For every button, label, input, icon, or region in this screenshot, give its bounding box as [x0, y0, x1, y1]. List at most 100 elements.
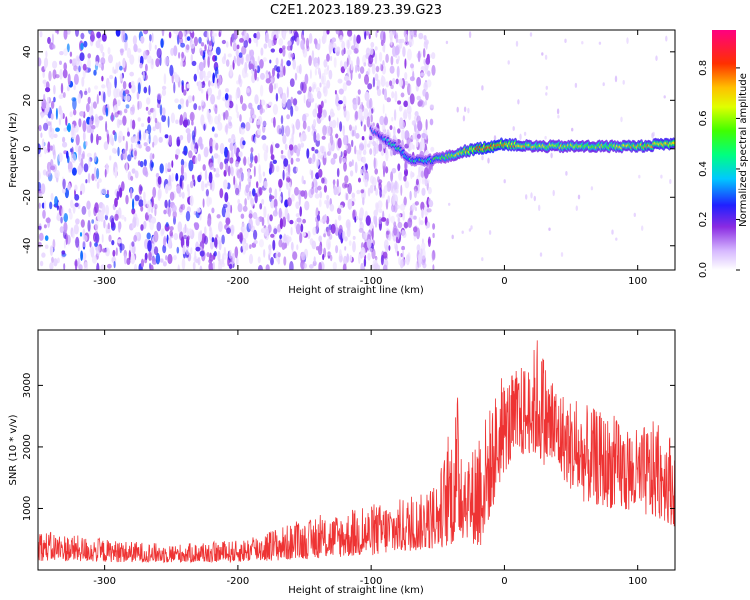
spectrogram-cell	[330, 157, 336, 165]
spectrogram-cell	[67, 73, 71, 86]
spectrogram-cell	[313, 38, 318, 45]
spectrogram-cell	[183, 30, 186, 37]
spectrogram-cell	[660, 174, 663, 179]
spectrogram-cell	[363, 108, 369, 120]
spectrogram-cell	[249, 175, 252, 179]
spectrogram-cell	[94, 85, 99, 90]
spectrogram-cell	[78, 145, 82, 156]
spectrogram-cell	[59, 68, 63, 80]
spectrogram-cell	[622, 80, 625, 85]
spectrogram-cell	[249, 63, 254, 69]
spectrogram-cell	[296, 148, 300, 157]
spectrogram-cell	[60, 82, 64, 94]
spectrogram-cell	[133, 43, 138, 53]
x-tick-label: -200	[227, 276, 250, 287]
spectrogram-cell	[467, 107, 470, 114]
spectrogram-cell	[193, 103, 198, 111]
spectrogram-cell	[463, 106, 467, 113]
spectrogram-cell	[314, 68, 317, 76]
spectrogram-cell	[405, 33, 409, 43]
spectrogram-cell	[77, 93, 82, 104]
spectrogram-cell	[178, 52, 181, 59]
spectrogram-cell	[91, 173, 95, 181]
spectrogram-cell	[83, 261, 88, 270]
spectrogram-cell	[265, 264, 270, 270]
spectrogram-cell	[198, 36, 202, 44]
spectrogram-cell	[203, 123, 206, 131]
spectrogram-cell	[263, 227, 269, 237]
spectrogram-cell	[410, 63, 414, 69]
spectrogram-cell	[273, 83, 277, 90]
spectrogram-cell	[44, 63, 47, 71]
spectrogram-cell	[211, 126, 215, 132]
spectrogram-cell	[112, 66, 115, 74]
spectrogram-cell	[174, 98, 179, 104]
spectrogram-cell	[290, 105, 294, 117]
spectrogram-cell	[180, 164, 184, 176]
spectrogram-cell	[344, 246, 347, 251]
spectrogram-cell	[382, 45, 385, 52]
spectrogram-cell	[209, 137, 214, 149]
x-tick-label: 0	[501, 576, 507, 587]
spectrogram-cell	[354, 145, 357, 155]
spectrogram-cell	[369, 47, 374, 56]
spectrogram-cell	[225, 217, 231, 225]
spectrogram-cell	[577, 194, 581, 200]
spectrogram-cell	[403, 100, 409, 108]
spectrogram-cell	[225, 88, 229, 93]
spectrogram-cell	[133, 263, 138, 270]
spectrogram-cell	[403, 196, 407, 206]
spectrogram-cell	[164, 199, 168, 209]
spectrogram-cell	[307, 230, 311, 240]
spectrogram-cell	[270, 257, 274, 266]
spectrogram-cell	[82, 240, 86, 248]
spectrogram-cell	[390, 84, 394, 90]
spectrogram-cell	[392, 77, 396, 85]
spectrogram-cell	[190, 54, 193, 63]
spectrogram-cell	[89, 241, 92, 248]
spectrogram-cell	[58, 94, 64, 100]
spectrogram-cell	[247, 193, 250, 201]
spectrogram-cell	[289, 78, 295, 87]
spectrogram-cell	[89, 247, 93, 253]
spectrogram-cell	[229, 157, 234, 164]
spectrogram-x-ticks: -300 -200 -100 0 100	[93, 30, 647, 287]
spectrogram-cell	[151, 257, 156, 262]
spectrogram-cell	[214, 55, 218, 62]
spectrogram-cell	[374, 168, 379, 175]
spectrogram-cell	[245, 121, 251, 132]
spectrogram-cell	[294, 186, 299, 196]
spectrogram-cell	[146, 232, 151, 240]
spectrogram-cell	[369, 135, 373, 141]
spectrogram-cell	[376, 30, 379, 33]
spectrogram-cell	[162, 107, 166, 116]
spectrogram-cell	[371, 63, 376, 75]
spectrogram-cell	[229, 64, 233, 77]
spectrogram-cell	[523, 131, 527, 136]
spectrogram-cell	[118, 110, 123, 116]
spectrogram-cell	[72, 58, 76, 64]
spectrogram-cell	[131, 84, 136, 94]
spectrogram-cell	[95, 61, 99, 67]
spectrogram-cell	[182, 244, 186, 255]
spectrogram-cell	[545, 85, 548, 90]
spectrogram-cell	[274, 65, 278, 71]
spectrogram-cell	[362, 149, 367, 156]
spectrogram-cell	[229, 142, 234, 152]
spectrogram-cell	[409, 190, 412, 201]
spectrogram-cell	[379, 187, 383, 198]
spectrogram-cell	[157, 188, 162, 199]
spectrogram-cell	[107, 222, 110, 231]
spectrogram-cell	[152, 126, 156, 132]
spectrogram-cell	[65, 233, 68, 246]
spectrogram-cell	[317, 244, 323, 256]
spectrogram-cell	[386, 217, 389, 226]
spectrogram-cell	[270, 233, 275, 238]
spectrogram-cell	[153, 246, 159, 256]
spectrogram-cell	[119, 73, 123, 82]
spectrogram-cell	[125, 161, 128, 174]
spectrogram-cell	[78, 65, 81, 73]
spectrogram-cell	[145, 130, 149, 135]
spectrogram-cell	[82, 235, 88, 242]
spectrogram-cell	[329, 203, 335, 212]
